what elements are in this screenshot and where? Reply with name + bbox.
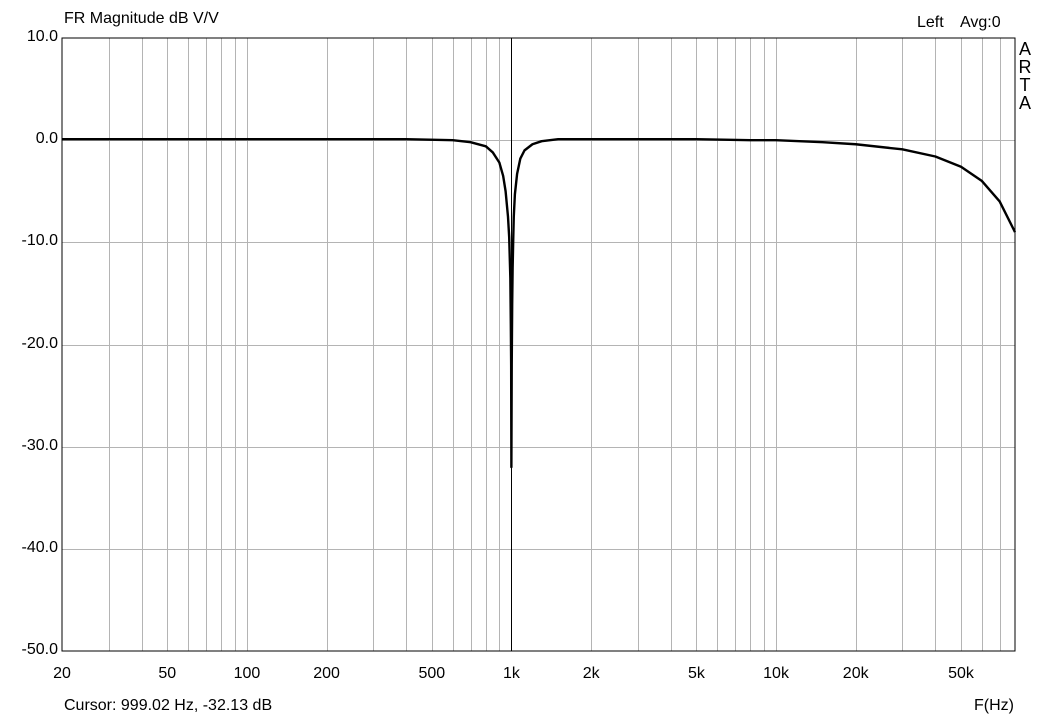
arta-logo: A R T A	[1018, 40, 1032, 112]
plot-frame	[61, 37, 1016, 652]
avg-label: Avg:0	[960, 14, 1001, 31]
y-tick-label: -40.0	[21, 538, 58, 556]
x-tick-label: 1k	[503, 665, 520, 682]
x-tick-label: 2k	[582, 665, 600, 682]
logo-letter: T	[1019, 75, 1031, 95]
x-tick-label: 5k	[687, 665, 705, 682]
channel-label: Left	[917, 14, 944, 31]
x-tick-label: 10k	[763, 665, 789, 682]
x-tick-label: 20	[53, 665, 71, 682]
y-tick-label: 10.0	[26, 28, 58, 45]
x-tick-label: 20k	[842, 665, 869, 682]
y-tick-label: -30.0	[21, 436, 58, 454]
y-tick-label: -50.0	[21, 641, 58, 658]
grid-major	[62, 140, 1015, 550]
y-tick-label: -10.0	[21, 232, 58, 250]
grid-minor	[109, 38, 1001, 651]
series-line	[62, 137, 1017, 469]
x-tick-label: 50	[158, 665, 177, 682]
cursor-readout: Cursor: 999.02 Hz, -32.13 dB	[64, 697, 273, 714]
x-tick-label: 50k	[948, 665, 974, 682]
x-tick-label: 200	[313, 665, 340, 682]
logo-letter: R	[1018, 57, 1032, 77]
x-tick-label: 500	[418, 665, 446, 682]
y-tick-label: 0.0	[35, 130, 58, 148]
logo-letter: A	[1018, 39, 1031, 59]
x-tick-label: 100	[233, 665, 261, 682]
logo-letter: A	[1018, 93, 1031, 113]
chart-title: FR Magnitude dB V/V	[64, 10, 219, 27]
x-axis-label: F(Hz)	[974, 697, 1014, 714]
y-tick-label: -20.0	[21, 334, 58, 352]
